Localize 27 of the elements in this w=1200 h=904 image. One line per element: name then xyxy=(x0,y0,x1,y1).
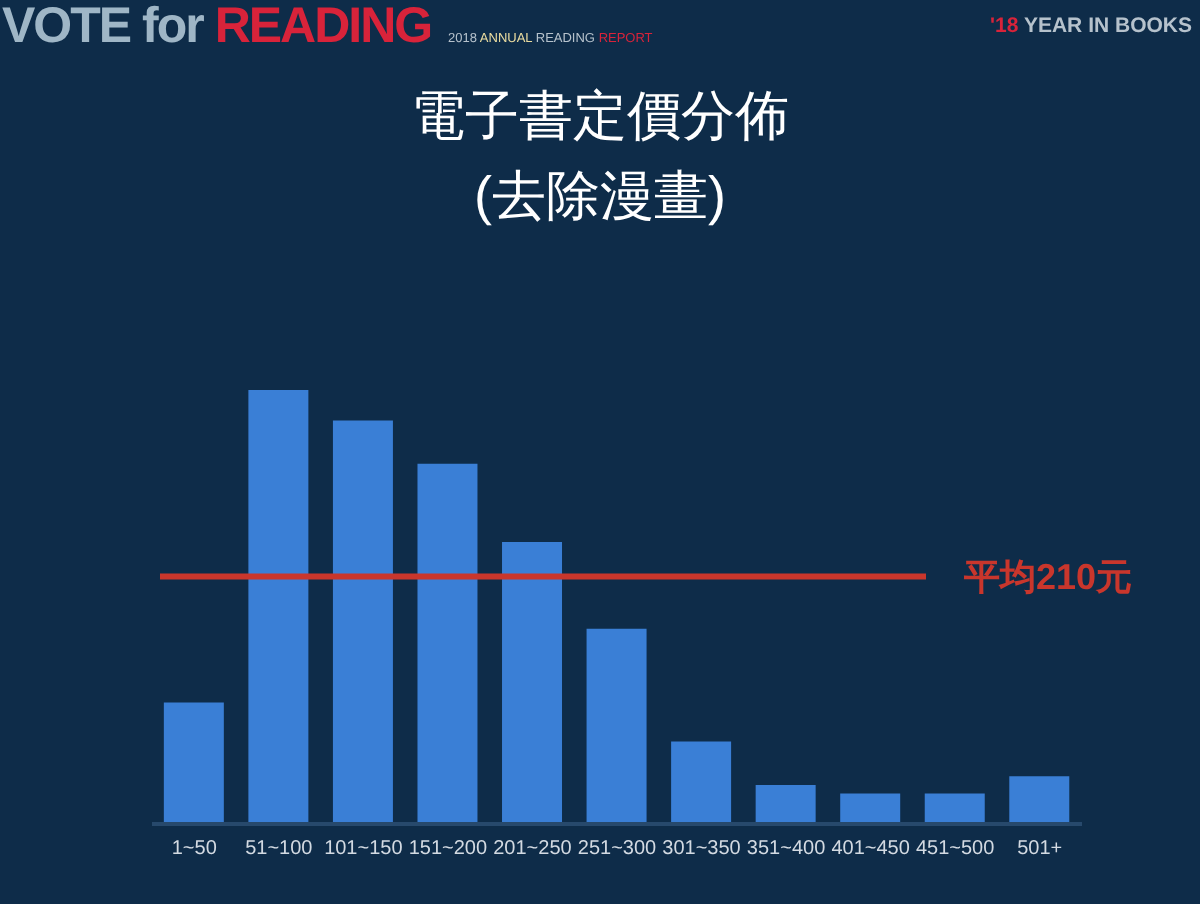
bar xyxy=(586,628,647,824)
x-tick-label: 451~500 xyxy=(915,838,996,861)
x-tick-label: 301~350 xyxy=(662,838,742,861)
x-tick-label: 501+ xyxy=(1017,838,1063,861)
chart-subtitle: (去除漫畫) xyxy=(472,164,728,230)
bar xyxy=(332,420,393,824)
x-tick-label: 401~450 xyxy=(831,838,911,861)
chart-title: 電子書定價分佈 xyxy=(409,84,791,150)
bar xyxy=(671,741,732,824)
bar xyxy=(502,541,563,824)
bar xyxy=(840,793,901,824)
bar xyxy=(1009,776,1070,824)
text: '18 YEAR IN BOOKS xyxy=(990,14,1192,38)
x-tick-label: 251~300 xyxy=(577,838,658,861)
x-tick-label: 201~250 xyxy=(493,838,573,861)
bar xyxy=(417,463,478,824)
bar xyxy=(163,702,224,824)
bar xyxy=(924,793,985,824)
bar xyxy=(248,390,309,824)
x-tick-label: 51~100 xyxy=(245,838,314,861)
x-tick-label: 151~200 xyxy=(408,838,488,861)
bar xyxy=(755,784,816,824)
ref-line-label: 平均210元 xyxy=(962,557,1133,598)
x-tick-label: 351~400 xyxy=(746,838,827,861)
text: VOTE for READING xyxy=(2,0,432,54)
x-tick-label: 1~50 xyxy=(171,838,218,861)
x-tick-label: 101~150 xyxy=(324,838,404,861)
